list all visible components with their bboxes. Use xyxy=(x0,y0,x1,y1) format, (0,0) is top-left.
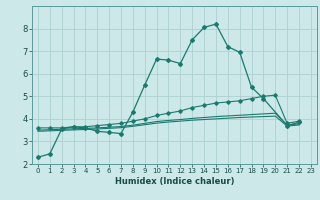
X-axis label: Humidex (Indice chaleur): Humidex (Indice chaleur) xyxy=(115,177,234,186)
